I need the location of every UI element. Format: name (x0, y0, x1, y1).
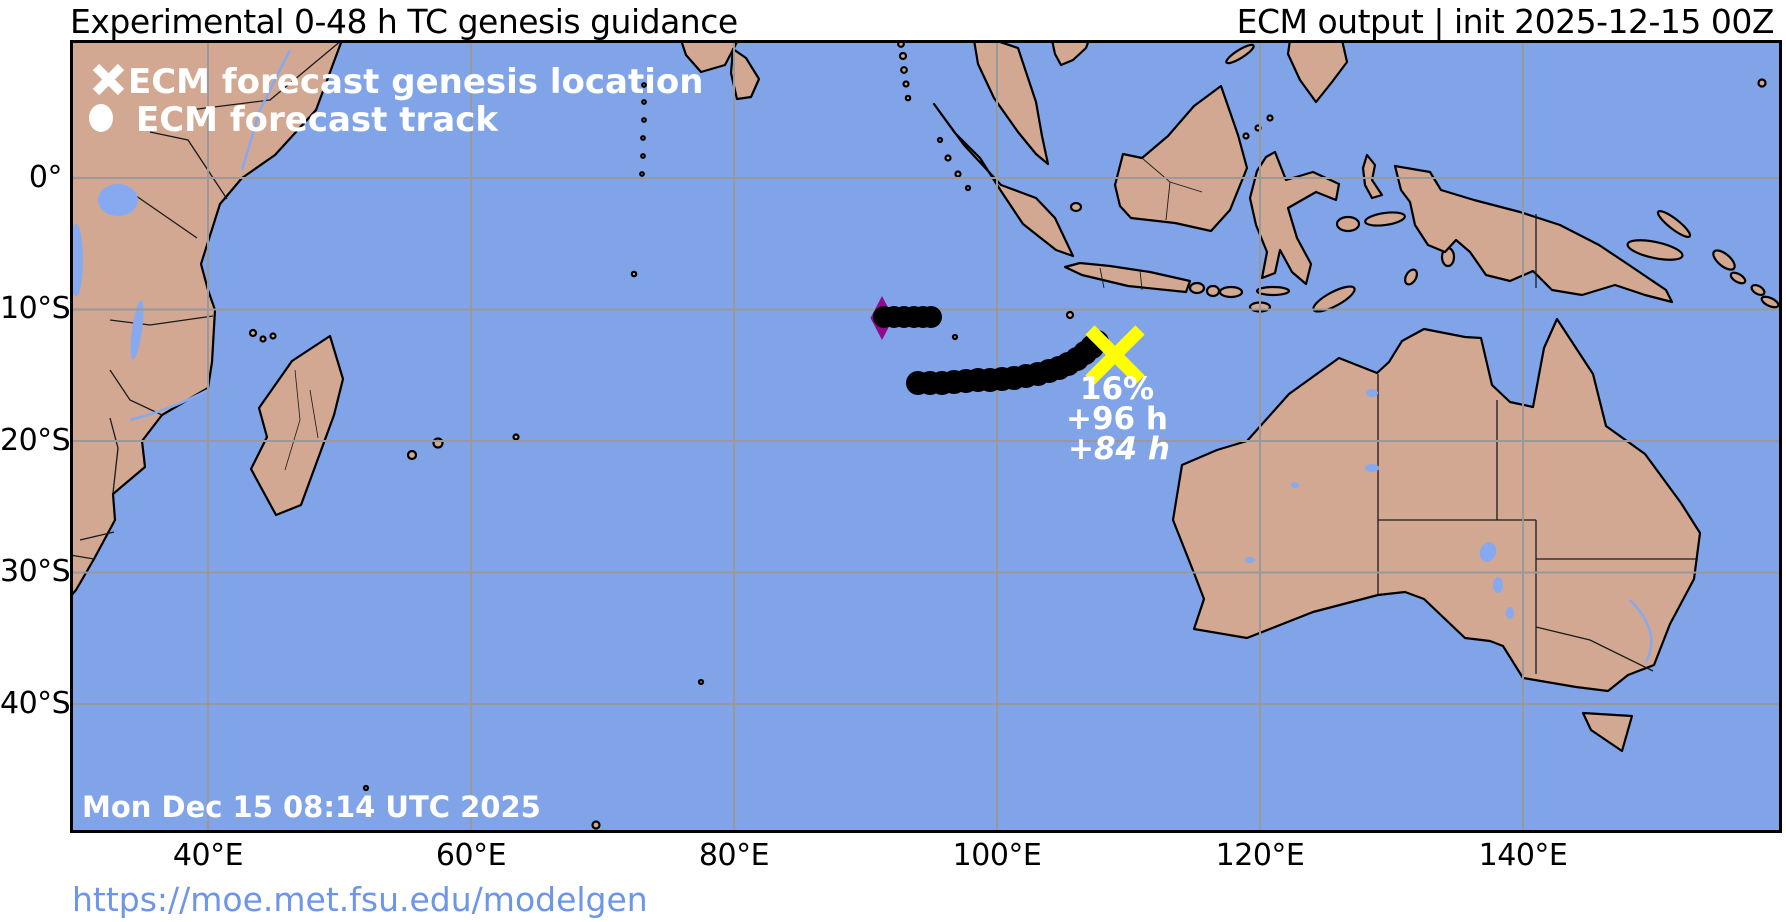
x-tick-40e: 40°E (172, 838, 244, 873)
land-mauritius (432, 437, 444, 449)
land-kerguelen (591, 820, 601, 830)
land-mentawai (964, 184, 972, 192)
basemap-svg: 16% +96 h +84 h ECM forecast genesis loc… (70, 40, 1782, 833)
land-flores (1255, 285, 1291, 297)
genesis-hour-label: +84 h (1068, 431, 1170, 467)
land-bougainville (1712, 249, 1736, 271)
x-tick-140e: 140°E (1478, 838, 1568, 873)
lakes (70, 184, 1514, 619)
track-dot-legend-icon (89, 104, 113, 132)
land-new-britain (1626, 239, 1684, 261)
land-nicobar (902, 80, 910, 88)
rivers (129, 49, 1653, 663)
y-tick-20s: 20°S (0, 423, 71, 458)
x-tick-80e: 80°E (698, 838, 770, 873)
land-sumbawa (1218, 285, 1244, 299)
land-madagascar (249, 334, 345, 517)
land-vietnam (1050, 40, 1091, 67)
land-lombok (1205, 284, 1221, 298)
land-mentawai (944, 154, 952, 162)
land-comoros-3 (269, 332, 277, 340)
x-tick-60e: 60°E (435, 838, 507, 873)
page-title: Experimental 0-48 h TC genesis guidance (70, 2, 738, 41)
genesis-x-marker (1085, 325, 1145, 385)
land-chagos (630, 270, 638, 278)
land-crozet (362, 784, 370, 792)
genesis-forecast-hour-label: +96 h (1066, 401, 1168, 437)
land-amsterdam-island (697, 678, 705, 686)
land-maldives (641, 117, 647, 123)
x-tick-120e: 120°E (1215, 838, 1305, 873)
land-rodrigues (512, 433, 520, 441)
land-palawan (1225, 43, 1255, 65)
land-andaman (900, 66, 908, 74)
map-border (70, 40, 1782, 833)
land-comoros-2 (259, 335, 267, 343)
land-bangka (1069, 201, 1083, 213)
legend-genesis-label: ECM forecast genesis location (128, 62, 703, 102)
land-comoros-1 (248, 328, 258, 338)
land-australia (1171, 317, 1702, 693)
land-mindanao (1286, 40, 1349, 104)
land-borneo (1113, 84, 1249, 233)
land-solomon-1 (1729, 271, 1747, 285)
map-timestamp: Mon Dec 15 08:14 UTC 2025 (82, 790, 541, 824)
land-cocos (951, 333, 959, 341)
land-mentawai (936, 136, 944, 144)
land-solomon-2 (1750, 283, 1766, 297)
land-new-ireland (1656, 209, 1692, 239)
y-tick-0: 0° (28, 160, 63, 195)
land-tasmania (1581, 711, 1634, 753)
land-sulu (1266, 114, 1274, 122)
map-legend: ECM forecast genesis location ECM foreca… (89, 62, 703, 140)
genesis-probability-label: 16% (1080, 371, 1154, 407)
land-seram (1364, 211, 1406, 227)
land-malay-peninsula (972, 40, 1050, 166)
land-nicobar (904, 94, 912, 102)
land-reunion (406, 449, 418, 461)
land-maldives (640, 135, 646, 141)
land-new-guinea (1393, 164, 1674, 304)
land-buru (1335, 215, 1361, 233)
init-info: ECM output | init 2025-12-15 00Z (1236, 2, 1775, 41)
land-india (679, 40, 740, 74)
genesis-x-legend-icon (92, 63, 125, 96)
forecast-overlay (870, 296, 1145, 395)
map-canvas: 16% +96 h +84 h ECM forecast genesis loc… (70, 40, 1782, 833)
y-tick-10s: 10°S (0, 291, 71, 326)
land-mentawai (954, 170, 962, 178)
land-halmahera (1361, 153, 1384, 200)
land-islet (1757, 78, 1767, 88)
y-tick-40s: 40°S (0, 686, 71, 721)
land-andaman (898, 51, 908, 61)
land-sri-lanka (729, 47, 761, 101)
land-maldives (639, 171, 645, 177)
land-solomon-3 (1760, 295, 1780, 309)
land-maldives (640, 153, 646, 159)
political-borders (70, 40, 1698, 674)
legend-track-label: ECM forecast track (136, 100, 499, 140)
x-tick-100e: 100°E (952, 838, 1042, 873)
land-sulu (1242, 132, 1250, 140)
landmasses (70, 40, 1780, 830)
land-christmas-island (1065, 310, 1075, 320)
land-maldives (641, 99, 647, 105)
land-maldives (641, 82, 647, 88)
y-tick-30s: 30°S (0, 554, 71, 589)
genesis-annotation: 16% +96 h +84 h (1066, 371, 1170, 467)
graticule (70, 40, 1782, 833)
forecast-track-dot (920, 306, 942, 328)
source-url-link[interactable]: https://moe.met.fsu.edu/modelgen (72, 880, 648, 919)
land-java (1063, 261, 1192, 294)
land-bali (1188, 281, 1206, 295)
land-tanimbar (1404, 268, 1418, 286)
